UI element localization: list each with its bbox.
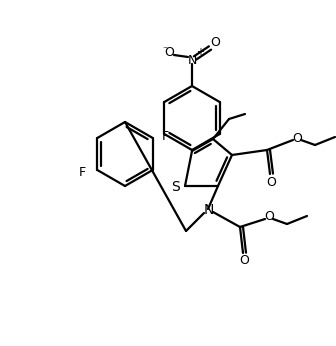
Text: O: O bbox=[239, 255, 249, 267]
Text: O: O bbox=[266, 175, 276, 189]
Text: +: + bbox=[196, 47, 204, 57]
Text: N: N bbox=[204, 203, 214, 217]
Text: O: O bbox=[264, 210, 274, 224]
Text: F: F bbox=[79, 165, 86, 179]
Text: O: O bbox=[164, 46, 174, 58]
Text: ⁻: ⁻ bbox=[162, 45, 168, 55]
Text: S: S bbox=[172, 180, 180, 194]
Text: N: N bbox=[187, 54, 197, 66]
Text: O: O bbox=[292, 131, 302, 145]
Text: O: O bbox=[210, 36, 220, 49]
Text: F: F bbox=[162, 129, 169, 143]
